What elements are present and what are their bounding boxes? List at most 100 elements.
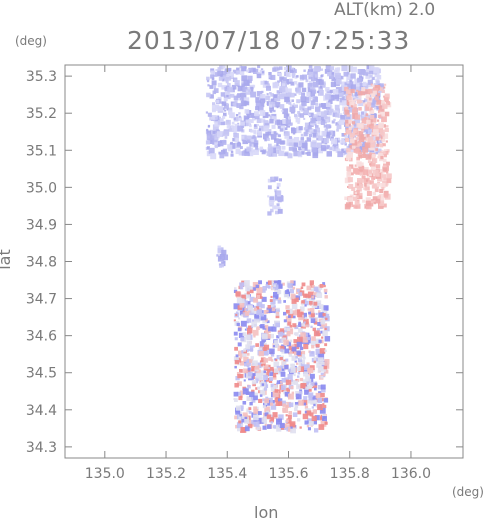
south-cluster-cell: [308, 311, 311, 315]
north-cloud-cell: [246, 69, 250, 73]
south-cluster-cell: [308, 396, 313, 401]
north-east-cloud-cell: [381, 116, 387, 123]
south-cluster-cell: [251, 379, 257, 385]
south-cluster-cell: [270, 299, 276, 305]
south-cluster-cell: [311, 382, 318, 389]
south-cluster-cell: [301, 282, 306, 287]
south-cluster-cell: [296, 289, 300, 292]
south-cluster-cell: [248, 310, 251, 313]
south-cluster-cell: [297, 312, 303, 318]
north-cloud-cell: [267, 147, 274, 153]
north-cloud-cell: [351, 66, 357, 73]
north-cloud-cell: [250, 119, 254, 123]
south-cluster-cell: [254, 421, 260, 427]
north-cloud-cell: [210, 115, 215, 120]
south-cluster-cell: [303, 371, 309, 377]
north-east-cloud-cell: [384, 111, 390, 117]
north-east-cloud-cell: [350, 105, 354, 108]
south-cluster-cell: [234, 398, 238, 402]
north-cloud-cell: [296, 99, 301, 104]
north-cloud-cell: [325, 102, 331, 107]
north-cloud-cell: [303, 69, 306, 72]
north-cloud-cell: [326, 105, 331, 110]
north-cloud-cell: [292, 105, 295, 108]
south-cluster-cell: [262, 350, 269, 356]
south-cluster-cell: [323, 365, 328, 370]
north-east-cloud-cell: [352, 196, 358, 201]
north-east-cloud-cell: [382, 133, 389, 139]
south-cluster-cell: [272, 376, 277, 380]
north-east-cloud-cell: [352, 167, 359, 173]
north-east-cloud-cell: [379, 188, 384, 193]
north-east-cloud-cell: [360, 169, 366, 175]
north-east-cloud-cell: [375, 164, 381, 169]
north-east-cloud-cell: [372, 94, 376, 97]
south-cluster-cell: [313, 293, 316, 297]
north-cloud-cell: [206, 146, 210, 150]
south-cluster-cell: [286, 388, 290, 392]
south-cluster-cell: [300, 286, 304, 289]
south-cluster-cell: [291, 355, 297, 361]
south-cluster-cell: [290, 427, 296, 434]
north-east-cloud-cell: [358, 107, 362, 111]
north-cloud-cell: [346, 145, 350, 149]
south-cluster-cell: [297, 336, 303, 343]
north-cloud-cell: [278, 134, 281, 138]
south-cluster-cell: [263, 375, 268, 380]
north-cloud-cell: [214, 145, 218, 149]
south-cluster-cell: [321, 306, 326, 311]
north-cloud-cell: [217, 105, 223, 112]
south-cluster-cell: [240, 298, 245, 303]
north-cloud-cell: [326, 145, 330, 149]
south-cluster-cell: [322, 416, 327, 421]
south-cluster-cell: [319, 284, 324, 288]
north-cloud-cell: [333, 118, 336, 122]
north-cloud-cell: [291, 67, 294, 71]
altitude-label: ALT(km) 2.0: [334, 0, 436, 20]
north-east-cloud-cell: [358, 123, 364, 129]
north-cloud-cell: [231, 121, 235, 125]
north-cloud-cell: [319, 85, 323, 89]
south-cluster-cell: [260, 324, 265, 329]
south-cluster-cell: [260, 313, 264, 317]
south-cluster-cell: [275, 359, 278, 362]
north-east-cloud-cell: [380, 133, 383, 136]
north-cloud-cell: [325, 119, 329, 123]
north-cloud-cell: [248, 119, 252, 123]
north-cloud-cell: [263, 80, 267, 85]
south-cluster-cell: [266, 414, 272, 419]
north-cloud-cell: [286, 139, 293, 145]
south-cluster-cell: [260, 364, 264, 367]
north-cloud-cell: [259, 110, 266, 116]
south-cluster-cell: [287, 368, 291, 372]
south-cluster-cell: [249, 391, 255, 398]
north-cloud-cell: [224, 136, 228, 139]
north-cloud-cell: [308, 76, 312, 80]
south-cluster-cell: [315, 300, 322, 306]
north-cloud-cell: [246, 139, 250, 143]
south-cluster-cell: [294, 402, 299, 406]
south-cluster-cell: [303, 402, 306, 406]
south-cluster-cell: [299, 391, 303, 395]
south-cluster-cell: [273, 305, 276, 308]
north-cloud-cell: [285, 131, 290, 136]
north-cloud-cell: [235, 149, 241, 155]
south-cluster-cell: [277, 299, 282, 304]
north-cloud-cell: [250, 129, 254, 133]
north-east-cloud-cell: [382, 134, 385, 137]
north-east-cloud-cell: [382, 124, 386, 128]
south-cluster-cell: [239, 285, 244, 290]
north-east-cloud-cell: [364, 142, 371, 148]
south-cluster-cell: [235, 291, 241, 297]
south-cluster-cell: [278, 284, 283, 289]
north-east-cloud-cell: [369, 107, 373, 111]
south-cluster-cell: [243, 348, 247, 352]
south-cluster-cell: [235, 409, 241, 415]
north-east-cloud-cell: [367, 160, 371, 164]
north-cloud-cell: [284, 96, 290, 102]
north-east-cloud-cell: [382, 203, 387, 208]
south-cluster-cell: [263, 363, 266, 366]
south-cluster-cell: [319, 407, 326, 414]
north-east-cloud-cell: [371, 133, 375, 137]
south-cluster-cell: [286, 327, 291, 331]
